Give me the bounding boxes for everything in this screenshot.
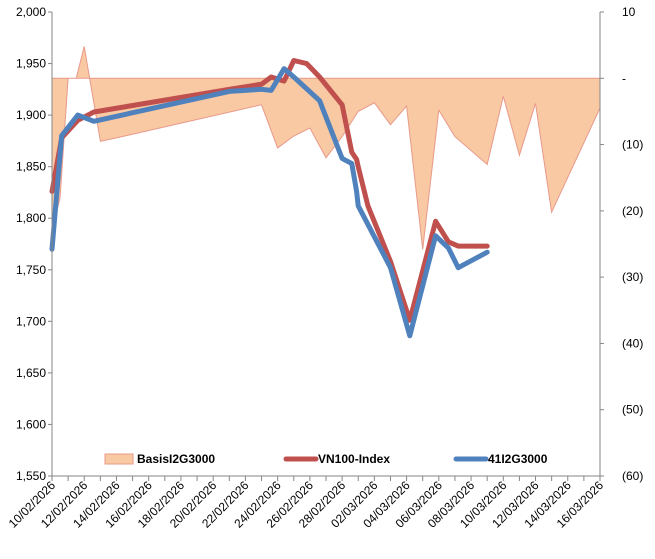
left-tick-label: 1,800 [16, 211, 46, 225]
right-tick-label: - [622, 71, 626, 85]
line-layer [49, 58, 490, 339]
left-tick-label: 1,750 [16, 263, 46, 277]
left-tick-label: 2,000 [16, 5, 46, 19]
right-tick-label: (40) [622, 336, 643, 350]
left-tick-label: 1,700 [16, 314, 46, 328]
left-tick-label: 1,600 [16, 417, 46, 431]
right-tick-label: (20) [622, 204, 643, 218]
left-tick-label: 1,850 [16, 160, 46, 174]
right-tick-label: (60) [622, 469, 643, 483]
legend-swatch-area [104, 453, 134, 465]
left-tick-label: 1,900 [16, 108, 46, 122]
left-tick-label: 1,650 [16, 366, 46, 380]
right-tick-label: (30) [622, 270, 643, 284]
legend-label: BasisI2G3000 [137, 452, 215, 466]
series-line-1 [49, 58, 490, 323]
right-tick-label: 10 [622, 5, 636, 19]
series-area-0 [51, 46, 601, 430]
left-tick-label: 1,950 [16, 57, 46, 71]
right-tick-label: (50) [622, 403, 643, 417]
right-tick-label: (10) [622, 138, 643, 152]
left-tick-label: 1,550 [16, 469, 46, 483]
legend: BasisI2G3000 VN100-Index 41I2G3000 [104, 452, 548, 466]
area-layer [51, 46, 601, 430]
series-line-2 [49, 66, 490, 339]
legend-label: VN100-Index [318, 452, 390, 466]
legend-label: 41I2G3000 [488, 452, 548, 466]
